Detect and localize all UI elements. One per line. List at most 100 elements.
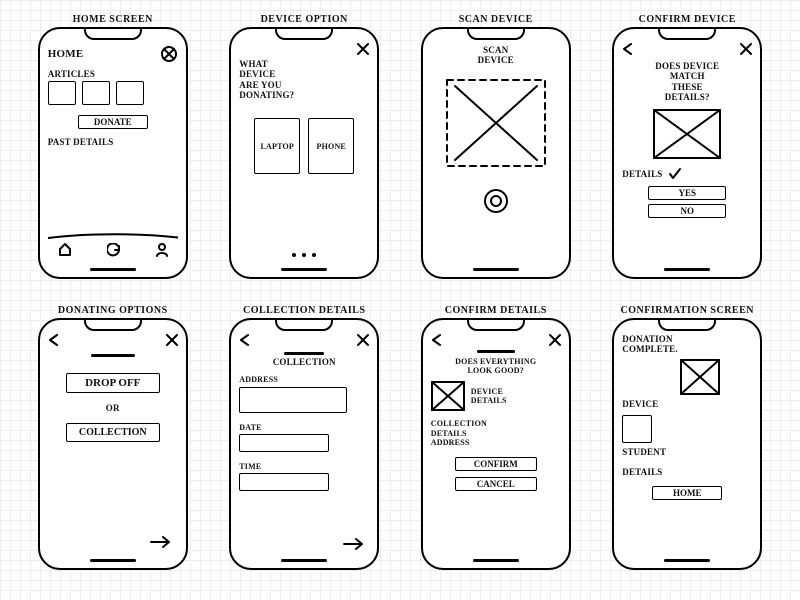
confirm-button[interactable]: CONFIRM [455,457,537,471]
device-image-placeholder [652,108,722,160]
homebar [473,268,519,271]
student-thumb [622,415,652,443]
cell-confirm-details: Confirm Details DOES EVERYTHING LOOK GOO… [405,305,587,590]
wireframe-board: Home Screen HOME ARTICLES DONATE PAST DE… [0,0,800,600]
caption-home: Home Screen [73,14,153,25]
device-details-label: DEVICE DETAILS [471,387,507,405]
student-label: STUDENT [622,447,752,457]
notch [467,319,525,331]
check-icon [669,168,681,180]
article-thumb[interactable] [116,81,144,105]
back-icon[interactable] [622,43,634,55]
home-icon[interactable] [58,243,72,257]
confirm-device-prompt: DOES DEVICE MATCH THESE DETAILS? [622,61,752,102]
homebar [664,268,710,271]
caption-scan-device: Scan Device [459,14,533,25]
device-label: DEVICE [622,399,752,409]
home-title: HOME [48,48,84,61]
homebar [281,559,327,562]
homebar [90,559,136,562]
past-details-label: PAST DETAILS [48,137,178,147]
caption-confirmation: Confirmation Screen [621,305,755,316]
close-icon[interactable] [166,334,178,346]
caption-confirm-details: Confirm Details [445,305,547,316]
divider [284,352,324,355]
phone-confirm-device: DOES DEVICE MATCH THESE DETAILS? DETAILS… [612,27,762,279]
option-laptop-label: LAPTOP [260,142,294,151]
device-prompt: WHAT DEVICE ARE YOU DONATING? [239,59,369,100]
details-label: DETAILS [622,169,662,179]
home-button[interactable]: HOME [652,486,722,500]
close-icon[interactable] [549,334,561,346]
close-icon[interactable] [357,43,369,55]
phone-confirmation: DONATION COMPLETE. DEVICE STUDENT DETAIL… [612,318,762,570]
option-phone-label: PHONE [317,142,346,151]
no-button[interactable]: NO [648,204,726,218]
close-icon[interactable] [740,43,752,55]
yes-button[interactable]: YES [648,186,726,200]
notch [658,319,716,331]
collection-address-label: COLLECTION DETAILS ADDRESS [431,419,561,447]
next-arrow-icon[interactable] [343,538,365,550]
notch [84,319,142,331]
address-label: ADDRESS [239,375,369,384]
phone-home: HOME ARTICLES DONATE PAST DETAILS [38,27,188,279]
articles-label: ARTICLES [48,69,178,79]
cell-device-option: Device Option WHAT DEVICE ARE YOU DONATI… [214,14,396,299]
article-thumb[interactable] [48,81,76,105]
date-input[interactable] [239,434,329,452]
time-input[interactable] [239,473,329,491]
option-laptop[interactable]: LAPTOP [254,118,300,174]
device-thumb [680,359,720,395]
notch [84,28,142,40]
homebar [473,559,519,562]
or-label: OR [48,403,178,413]
caption-device-option: Device Option [261,14,348,25]
refresh-icon[interactable] [107,243,121,257]
back-icon[interactable] [48,334,60,346]
phone-scan-device: SCAN DEVICE [421,27,571,279]
phone-collection-details: COLLECTION ADDRESS DATE TIME [229,318,379,570]
phone-device-option: WHAT DEVICE ARE YOU DONATING? LAPTOP PHO… [229,27,379,279]
notch [275,28,333,40]
cell-collection-details: Collection Details COLLECTION ADDRESS DA… [214,305,396,590]
cancel-button[interactable]: CANCEL [455,477,537,491]
phone-confirm-details: DOES EVERYTHING LOOK GOOD? DEVICE DETAIL… [421,318,571,570]
article-thumb[interactable] [82,81,110,105]
back-icon[interactable] [239,334,251,346]
page-dots [239,253,369,257]
logo-icon [160,45,178,63]
next-arrow-icon[interactable] [150,536,172,548]
device-thumb [431,381,465,411]
collection-button[interactable]: COLLECTION [66,423,160,442]
cell-scan-device: Scan Device SCAN DEVICE [405,14,587,299]
cell-home: Home Screen HOME ARTICLES DONATE PAST DE… [22,14,204,299]
profile-icon[interactable] [156,243,168,257]
viewfinder [441,74,551,174]
dropoff-button[interactable]: DROP OFF [66,373,160,393]
cell-confirmation: Confirmation Screen DONATION COMPLETE. D… [597,305,779,590]
caption-confirm-device: Confirm Device [639,14,736,25]
collection-title: COLLECTION [239,357,369,367]
cell-donating-options: Donating Options DROP OFF OR COLLECTION [22,305,204,590]
homebar [281,268,327,271]
donate-button[interactable]: DONATE [78,115,148,129]
cell-confirm-device: Confirm Device DOES DEVICE MATCH THESE D… [597,14,779,299]
caption-collection-details: Collection Details [243,305,365,316]
option-phone[interactable]: PHONE [308,118,354,174]
address-input[interactable] [239,387,347,413]
confirm-details-prompt: DOES EVERYTHING LOOK GOOD? [431,357,561,375]
divider [477,350,515,353]
notch [467,28,525,40]
homebar [90,268,136,271]
homebar [664,559,710,562]
close-icon[interactable] [357,334,369,346]
date-label: DATE [239,423,369,432]
scan-title: SCAN DEVICE [431,45,561,66]
phone-donating-options: DROP OFF OR COLLECTION [38,318,188,570]
back-icon[interactable] [431,334,443,346]
caption-donating-options: Donating Options [58,305,168,316]
shutter-button[interactable] [483,188,509,214]
time-label: TIME [239,462,369,471]
divider [91,354,135,357]
